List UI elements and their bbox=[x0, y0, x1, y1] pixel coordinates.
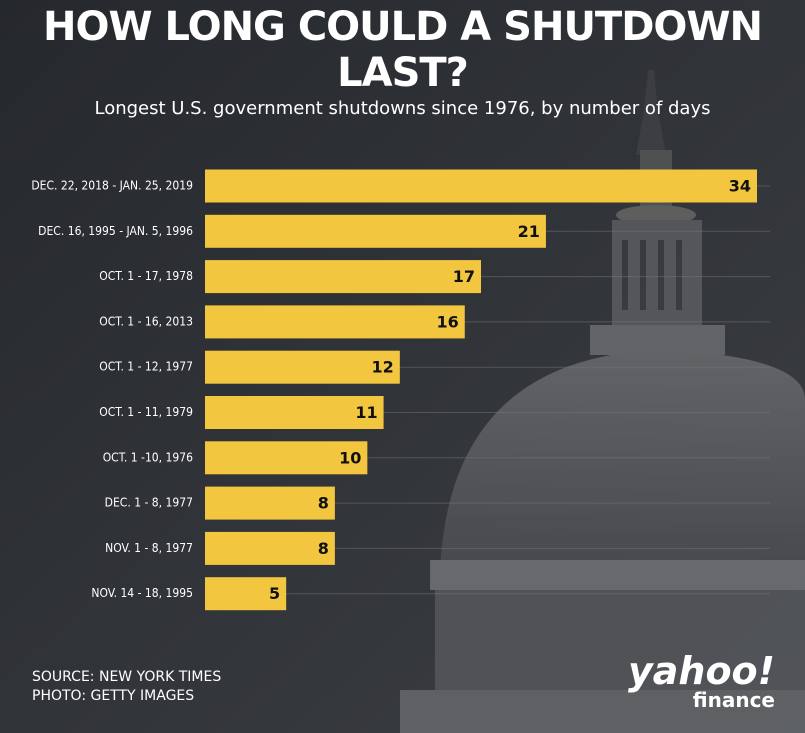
category-label: OCT. 1 - 16, 2013 bbox=[99, 314, 193, 328]
source: SOURCE: NEW YORK TIMES bbox=[32, 669, 222, 685]
value-label: 8 bbox=[318, 539, 329, 558]
plot-area: DEC. 22, 2018 - JAN. 25, 2019 34 DEC. 16, … bbox=[31, 169, 770, 611]
logo-sub: finance bbox=[692, 688, 775, 712]
category-label: OCT. 1 - 12, 1977 bbox=[99, 360, 193, 374]
value-label: 12 bbox=[372, 358, 394, 377]
category-label: DEC. 16, 1995 - JAN. 5, 1996 bbox=[38, 224, 193, 238]
bar bbox=[205, 305, 465, 339]
capitol-photo bbox=[400, 70, 805, 733]
value-label: 34 bbox=[729, 177, 751, 196]
category-label: OCT. 1 -10, 1976 bbox=[103, 450, 193, 464]
bar bbox=[205, 260, 481, 294]
bar bbox=[205, 531, 335, 565]
value-label: 8 bbox=[318, 494, 329, 513]
category-label: OCT. 1 - 11, 1979 bbox=[99, 405, 193, 419]
bar bbox=[205, 441, 368, 475]
category-label: NOV. 1 - 8, 1977 bbox=[105, 541, 193, 555]
category-label: OCT. 1 - 17, 1978 bbox=[99, 269, 193, 283]
bar bbox=[205, 214, 546, 248]
logo: yahoo! finance bbox=[625, 652, 775, 710]
bar bbox=[205, 350, 400, 384]
value-label: 17 bbox=[453, 267, 475, 286]
value-label: 11 bbox=[355, 403, 377, 422]
credits: SOURCE: NEW YORK TIMES PHOTO: GETTY IMAG… bbox=[32, 668, 221, 706]
category-label: DEC. 22, 2018 - JAN. 25, 2019 bbox=[31, 179, 193, 193]
bar bbox=[205, 396, 384, 429]
value-label: 21 bbox=[518, 222, 540, 241]
category-label: DEC. 1 - 8, 1977 bbox=[105, 496, 193, 510]
chart-title: HOW LONG COULD A SHUTDOWN LAST? bbox=[42, 4, 763, 96]
category-label: NOV. 14 - 18, 1995 bbox=[91, 586, 193, 600]
bar bbox=[205, 486, 335, 520]
chart-subtitle: Longest U.S. government shutdowns since … bbox=[94, 98, 711, 119]
photo-credit: PHOTO: GETTY IMAGES bbox=[32, 688, 195, 704]
logo-word: yahoo! bbox=[627, 649, 775, 693]
value-label: 10 bbox=[339, 448, 361, 467]
value-label: 16 bbox=[436, 312, 458, 331]
value-label: 5 bbox=[269, 584, 280, 603]
bar bbox=[205, 577, 287, 611]
bar bbox=[205, 169, 757, 203]
